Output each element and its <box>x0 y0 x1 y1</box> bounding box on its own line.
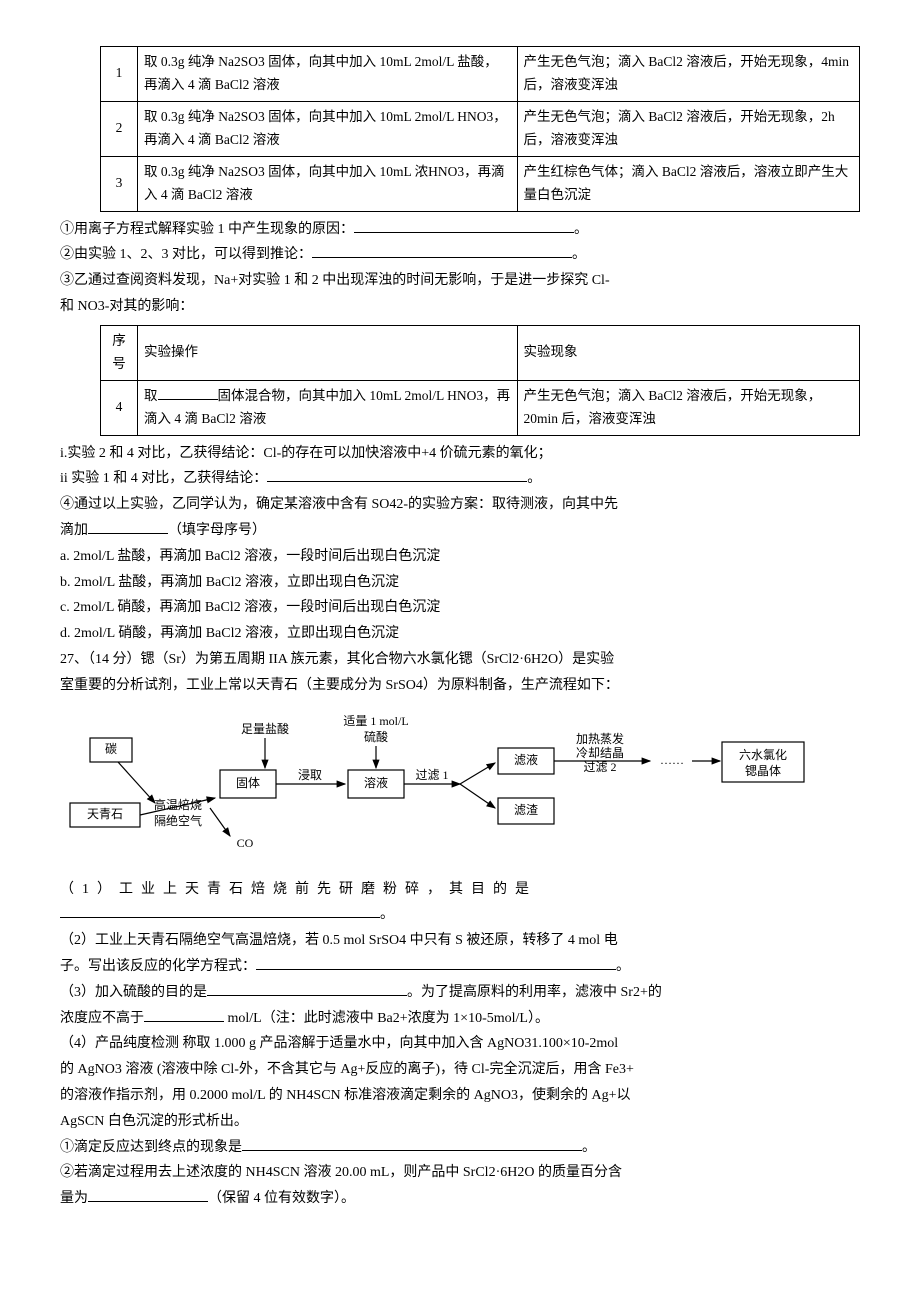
node-solution: 溶液 <box>364 774 388 789</box>
question-line: 和 NO3-对其的影响： <box>60 295 860 319</box>
table-row: 1 取 0.3g 纯净 Na2SO3 固体，向其中加入 10mL 2mol/L … <box>101 47 860 102</box>
row-index: 4 <box>101 380 138 435</box>
question-text: （3）加入硫酸的目的是 <box>60 985 207 1000</box>
question-line: 室重要的分析试剂，工业上常以天青石（主要成分为 SrSO4）为原料制备，生产流程… <box>60 674 860 698</box>
edge-filter1: 过滤 1 <box>415 767 448 781</box>
question-text: 量为 <box>60 1191 88 1206</box>
edge-evap3: 过滤 2 <box>583 759 616 773</box>
row-operation: 取 0.3g 纯净 Na2SO3 固体，向其中加入 10mL 2mol/L HN… <box>138 101 518 156</box>
question-text: 。为了提高原料的利用率，滤液中 Sr2+的 <box>407 985 662 1000</box>
fill-blank <box>312 243 572 258</box>
question-line: （1）工业上天青石焙烧前先研磨粉碎，其目的是 <box>60 878 860 902</box>
question-line: （3）加入硫酸的目的是 。为了提高原料的利用率，滤液中 Sr2+的 <box>60 981 860 1005</box>
row-operation: 取 0.3g 纯净 Na2SO3 固体，向其中加入 10mL 浓HNO3，再滴入… <box>138 156 518 211</box>
edge-h2so4-bot: 硫酸 <box>364 728 388 743</box>
fill-blank <box>242 1136 582 1151</box>
row-index: 3 <box>101 156 138 211</box>
node-crystal-2: 锶晶体 <box>745 763 781 777</box>
conclusion-i: i.实验 2 和 4 对比，乙获得结论：Cl-的存在可以加快溶液中+4 价硫元素… <box>60 442 860 466</box>
question-text: ①滴定反应达到终点的现象是 <box>60 1140 242 1155</box>
node-solid: 固体 <box>236 775 260 789</box>
edge-leach: 浸取 <box>298 767 322 781</box>
table-header-row: 序号 实验操作 实验现象 <box>101 325 860 380</box>
question-line: （4）产品纯度检测 称取 1.000 g 产品溶解于适量水中，向其中加入含 Ag… <box>60 1032 860 1056</box>
node-tianqing: 天青石 <box>87 806 123 820</box>
conclusion-ii: ii 实验 1 和 4 对比，乙获得结论：。 <box>60 467 860 491</box>
fill-blank <box>60 903 380 918</box>
question-line: 子。写出该反应的化学方程式： 。 <box>60 955 860 979</box>
op-text: 取 <box>144 388 158 403</box>
question-line: 的溶液作指示剂，用 0.2000 mol/L 的 NH4SCN 标准溶液滴定剩余… <box>60 1084 860 1108</box>
fill-blank <box>88 1187 208 1202</box>
fill-blank <box>88 519 168 534</box>
question-line: ②若滴定过程用去上述浓度的 NH4SCN 溶液 20.00 mL，则产品中 Sr… <box>60 1161 860 1185</box>
question-text: ①用离子方程式解释实验 1 中产生现象的原因： <box>60 222 354 237</box>
col-header: 序号 <box>101 325 138 380</box>
fill-blank <box>207 981 407 996</box>
question-line: ①滴定反应达到终点的现象是 。 <box>60 1136 860 1160</box>
question-text: 。 <box>582 1140 596 1155</box>
row-index: 1 <box>101 47 138 102</box>
question-line: ④通过以上实验，乙同学认为，确定某溶液中含有 SO42-的实验方案：取待测液，向… <box>60 493 860 517</box>
option-b: b. 2mol/L 盐酸，再滴加 BaCl2 溶液，立即出现白色沉淀 <box>60 571 860 595</box>
question-text: 子。写出该反应的化学方程式： <box>60 959 256 974</box>
question-line: AgSCN 白色沉淀的形式析出。 <box>60 1110 860 1134</box>
question-line: 。 <box>60 903 860 927</box>
fill-blank <box>267 467 527 482</box>
option-c: c. 2mol/L 硝酸，再滴加 BaCl2 溶液，一段时间后出现白色沉淀 <box>60 596 860 620</box>
question-text: 。 <box>380 907 394 922</box>
question-text: mol/L（注：此时滤液中 Ba2+浓度为 1×10-5mol/L）。 <box>224 1011 549 1026</box>
question-line: ②由实验 1、2、3 对比，可以得到推论：。 <box>60 243 860 267</box>
question-line: 滴加 （填字母序号） <box>60 519 860 543</box>
experiment-table-1: 1 取 0.3g 纯净 Na2SO3 固体，向其中加入 10mL 2mol/L … <box>100 46 860 212</box>
row-observation: 产生无色气泡；滴入 BaCl2 溶液后，开始无现象，2h 后，溶液变浑浊 <box>517 101 860 156</box>
question-line: 的 AgNO3 溶液 (溶液中除 Cl-外，不含其它与 Ag+反应的离子)，待 … <box>60 1058 860 1082</box>
node-residue: 滤渣 <box>514 802 538 816</box>
question-text: 。 <box>616 959 630 974</box>
edge-dots: …… <box>660 752 684 766</box>
question-line: （2）工业上天青石隔绝空气高温焙烧，若 0.5 mol SrSO4 中只有 S … <box>60 929 860 953</box>
col-header: 实验现象 <box>517 325 860 380</box>
table-row: 3 取 0.3g 纯净 Na2SO3 固体，向其中加入 10mL 浓HNO3，再… <box>101 156 860 211</box>
node-carbon: 碳 <box>105 741 117 755</box>
question-text: （填字母序号） <box>168 523 266 538</box>
fill-blank <box>256 955 616 970</box>
row-index: 2 <box>101 101 138 156</box>
experiment-table-2: 序号 实验操作 实验现象 4 取固体混合物，向其中加入 10mL 2mol/L … <box>100 325 860 436</box>
question-text: ii 实验 1 和 4 对比，乙获得结论： <box>60 471 267 486</box>
edge-evap2: 冷却结晶 <box>576 745 624 759</box>
edge-roast1: 高温焙烧 <box>154 796 202 811</box>
row-operation: 取固体混合物，向其中加入 10mL 2mol/L HNO3，再滴入 4 滴 Ba… <box>138 380 518 435</box>
row-observation: 产生红棕色气体；滴入 BaCl2 溶液后，溶液立即产生大量白色沉淀 <box>517 156 860 211</box>
col-header: 实验操作 <box>138 325 518 380</box>
option-a: a. 2mol/L 盐酸，再滴加 BaCl2 溶液，一段时间后出现白色沉淀 <box>60 545 860 569</box>
process-flow-diagram: 碳 天青石 高温焙烧 隔绝空气 固体 CO 足量盐酸 浸取 溶液 适量 1 mo… <box>60 708 860 868</box>
table-row: 4 取固体混合物，向其中加入 10mL 2mol/L HNO3，再滴入 4 滴 … <box>101 380 860 435</box>
fill-blank <box>158 385 218 400</box>
table-row: 2 取 0.3g 纯净 Na2SO3 固体，向其中加入 10mL 2mol/L … <box>101 101 860 156</box>
edge-hcl: 足量盐酸 <box>241 720 289 735</box>
question-text: 滴加 <box>60 523 88 538</box>
row-observation: 产生无色气泡；滴入 BaCl2 溶液后，开始无现象，4min 后，溶液变浑浊 <box>517 47 860 102</box>
question-line: ①用离子方程式解释实验 1 中产生现象的原因：。 <box>60 218 860 242</box>
edge-h2so4-top: 适量 1 mol/L <box>343 713 408 727</box>
option-d: d. 2mol/L 硝酸，再滴加 BaCl2 溶液，立即出现白色沉淀 <box>60 622 860 646</box>
question-text: （保留 4 位有效数字）。 <box>208 1191 355 1206</box>
node-filtrate: 滤液 <box>514 751 538 766</box>
question-text: ②由实验 1、2、3 对比，可以得到推论： <box>60 247 312 262</box>
edge-evap1: 加热蒸发 <box>576 730 624 745</box>
question-line: 27、（14 分）锶（Sr）为第五周期 IIA 族元素，其化合物六水氯化锶（Sr… <box>60 648 860 672</box>
node-crystal-1: 六水氯化 <box>739 747 787 761</box>
edge-roast2: 隔绝空气 <box>154 812 202 827</box>
fill-blank <box>354 218 574 233</box>
question-line: ③乙通过查阅资料发现，Na+对实验 1 和 2 中出现浑浊的时间无影响，于是进一… <box>60 269 860 293</box>
question-text: 浓度应不高于 <box>60 1011 144 1026</box>
node-co: CO <box>237 835 254 849</box>
question-line: 浓度应不高于 mol/L（注：此时滤液中 Ba2+浓度为 1×10-5mol/L… <box>60 1007 860 1031</box>
question-line: 量为 （保留 4 位有效数字）。 <box>60 1187 860 1211</box>
row-operation: 取 0.3g 纯净 Na2SO3 固体，向其中加入 10mL 2mol/L 盐酸… <box>138 47 518 102</box>
row-observation: 产生无色气泡；滴入 BaCl2 溶液后，开始无现象，20min 后，溶液变浑浊 <box>517 380 860 435</box>
fill-blank <box>144 1007 224 1022</box>
